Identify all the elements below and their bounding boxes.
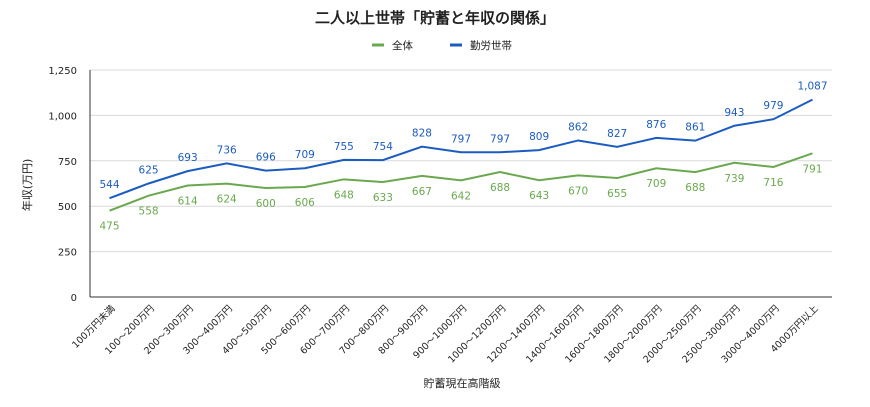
data-label: 600	[256, 198, 276, 210]
legend-label: 全体	[392, 39, 413, 52]
data-label: 861	[685, 122, 705, 134]
data-label: 709	[646, 178, 666, 190]
data-label: 667	[412, 186, 432, 198]
data-label: 797	[490, 133, 510, 145]
x-axis-label: 貯蓄現在高階級	[424, 376, 501, 390]
y-tick-label: 1,000	[48, 111, 77, 122]
y-tick-label: 0	[71, 293, 77, 304]
data-label: 709	[295, 149, 315, 161]
data-label: 670	[568, 185, 588, 197]
data-label: 827	[607, 128, 627, 140]
data-label: 1,087	[797, 81, 827, 93]
data-label: 558	[139, 206, 159, 218]
y-tick-label: 750	[58, 157, 77, 168]
data-label: 791	[802, 163, 822, 175]
y-tick-label: 250	[58, 248, 77, 259]
data-label: 614	[178, 195, 198, 207]
data-label: 809	[529, 131, 549, 143]
data-label: 755	[334, 141, 354, 153]
data-label: 642	[451, 190, 471, 202]
data-label: 688	[490, 182, 510, 194]
data-label: 624	[217, 194, 237, 206]
data-label: 693	[178, 152, 198, 164]
data-label: 688	[685, 182, 705, 194]
data-label: 979	[763, 100, 783, 112]
data-label: 736	[217, 144, 237, 156]
data-label: 633	[373, 192, 393, 204]
legend: 全体 勤労世帯	[372, 39, 512, 52]
legend-label: 勤労世帯	[470, 39, 512, 52]
data-label: 696	[256, 152, 276, 164]
data-label: 739	[724, 173, 744, 185]
data-label: 475	[100, 221, 120, 233]
data-label: 862	[568, 121, 588, 133]
data-label: 876	[646, 119, 666, 131]
data-label: 625	[139, 165, 159, 177]
data-label: 643	[529, 190, 549, 202]
data-label: 716	[763, 177, 783, 189]
data-label: 655	[607, 188, 627, 200]
data-label: 606	[295, 197, 315, 209]
y-tick-label: 500	[58, 202, 77, 213]
series-line-0	[109, 152, 813, 212]
data-label: 754	[373, 141, 393, 153]
y-tick-label: 1,250	[48, 66, 77, 77]
chart-title: 二人以上世帯「貯蓄と年収の関係」	[315, 9, 555, 27]
data-label: 943	[724, 107, 744, 119]
data-label: 648	[334, 189, 354, 201]
y-axis-label: 年収(万円)	[20, 159, 34, 212]
series-line-1	[109, 98, 813, 200]
data-label: 828	[412, 128, 432, 140]
data-label: 544	[100, 179, 120, 191]
data-label: 797	[451, 133, 471, 145]
